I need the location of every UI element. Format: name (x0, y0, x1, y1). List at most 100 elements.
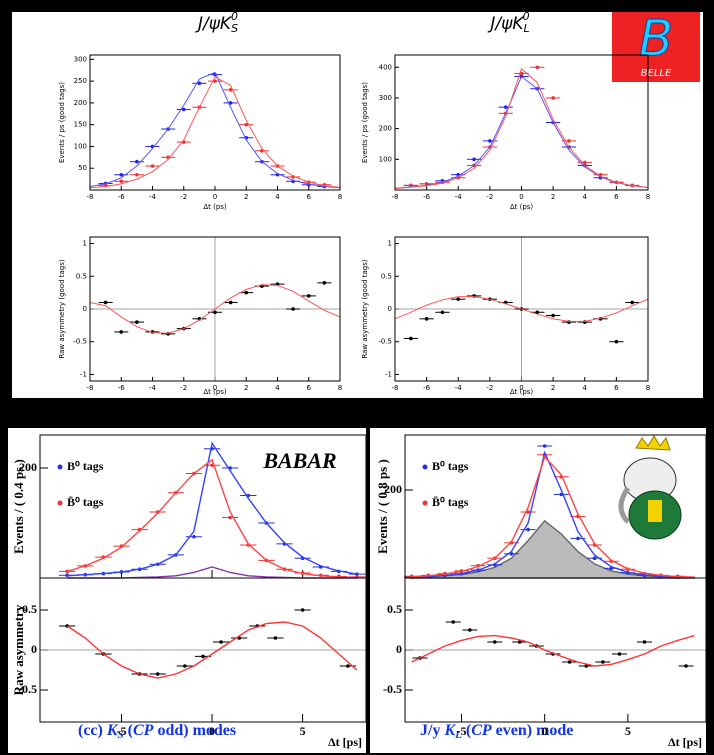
point (192, 534, 196, 539)
y-tick-label: -1 (80, 370, 87, 378)
point (244, 290, 249, 295)
belle-logo-b: B (639, 10, 673, 68)
x-tick-label: 6 (307, 193, 312, 201)
legend-marker (422, 464, 428, 470)
y-axis-label: Events / ps (good tags) (361, 82, 369, 163)
point (409, 183, 413, 188)
x-tick-label: 2 (244, 384, 248, 392)
y-tick-label: 200 (19, 460, 37, 474)
y-tick-label: 1 (388, 240, 392, 248)
y-tick-label: 0.5 (381, 272, 392, 280)
point (273, 636, 278, 640)
babar-logo: BABAR (262, 448, 336, 473)
y-axis-label: Raw asymmetry (good tags) (361, 259, 369, 358)
point (300, 608, 305, 612)
belle-title: J/ψKL0 (487, 10, 529, 35)
point (551, 96, 555, 100)
x-tick-label: 8 (646, 384, 650, 392)
y-tick-label: -0.5 (378, 338, 392, 346)
x-tick-label: -8 (87, 384, 94, 392)
x-tick-label: 5 (300, 724, 306, 738)
annotation-part: ( (462, 722, 471, 739)
fit-line (89, 76, 341, 189)
point (291, 307, 295, 311)
point (135, 159, 139, 164)
fit-line (67, 441, 358, 577)
x-tick-label: 8 (338, 384, 342, 392)
y-tick-label: 1 (83, 240, 87, 248)
x-tick-label: 8 (338, 193, 342, 201)
legend-label: B̄⁰ tags (67, 495, 104, 509)
plot-frame (89, 54, 341, 191)
x-axis-label: Δt (ps) (203, 203, 227, 211)
y-tick-label: 0 (31, 642, 37, 656)
point (213, 79, 217, 83)
annotation-part: CP (471, 722, 492, 739)
plot-frame (394, 54, 649, 191)
fit-line (66, 458, 357, 579)
y-tick-label: 150 (74, 121, 87, 129)
point (346, 664, 350, 668)
x-tick-label: 6 (307, 384, 312, 392)
fit-line (394, 296, 649, 322)
elephant-mascot (618, 435, 682, 540)
x-axis-label: Δt (ps) (510, 203, 534, 211)
y-tick-label: -0.5 (383, 682, 402, 696)
y-tick-label: -1 (385, 370, 392, 378)
point (526, 527, 530, 532)
y-tick-label: 0 (83, 305, 87, 313)
point (409, 336, 413, 341)
x-tick-label: 0 (209, 724, 215, 738)
point (306, 294, 311, 298)
y-tick-label: 400 (379, 63, 392, 71)
plot-frame (39, 577, 367, 723)
y-tick-label: 200 (74, 99, 87, 107)
point (576, 536, 580, 541)
x-tick-label: -2 (180, 193, 187, 201)
annotation-part: J/y (420, 722, 444, 739)
fit-line (411, 455, 695, 578)
legend-marker (57, 464, 63, 470)
y-tick-label: -0.5 (18, 682, 37, 696)
point (684, 664, 688, 668)
x-tick-label: 0 (213, 193, 217, 201)
legend-marker (422, 500, 428, 506)
belle-group: J/ψKS0 J/ψKL0 B BELLE 50100150200250300-… (58, 9, 700, 396)
title-main: J/ψK (195, 14, 233, 34)
x-tick-label: 6 (614, 384, 619, 392)
fit-line (89, 71, 341, 189)
point (228, 515, 232, 520)
fit-line (89, 284, 341, 334)
x-tick-label: 2 (244, 193, 248, 201)
point (592, 556, 597, 560)
title-sup: 0 (523, 10, 530, 23)
point (542, 444, 547, 448)
point (551, 313, 555, 318)
fit-line (411, 450, 695, 579)
y-tick-label: -0.5 (73, 338, 87, 346)
y-tick-label: 300 (379, 94, 392, 102)
title-main: J/ψK (487, 14, 525, 34)
fit-line (411, 634, 695, 667)
point (183, 664, 187, 668)
annotation-part: K (443, 722, 456, 739)
legend-label: B̄⁰ tags (432, 495, 469, 509)
point (493, 640, 497, 644)
point (642, 640, 647, 644)
point (584, 664, 589, 668)
x-tick-label: -6 (423, 384, 431, 392)
point (630, 300, 634, 305)
annotation: (cc) KS (CP odd) modes (78, 722, 236, 741)
point (567, 660, 572, 664)
annotation-part: L (454, 729, 462, 741)
point (228, 300, 233, 305)
point (472, 157, 476, 162)
x-tick-label: 5 (625, 724, 631, 738)
y-tick-label: 0 (388, 305, 392, 313)
y-tick-label: 0.5 (22, 602, 37, 616)
annotation-part: odd) modes (153, 722, 236, 739)
fit-line (66, 621, 358, 679)
point (488, 139, 492, 143)
point (213, 310, 217, 315)
